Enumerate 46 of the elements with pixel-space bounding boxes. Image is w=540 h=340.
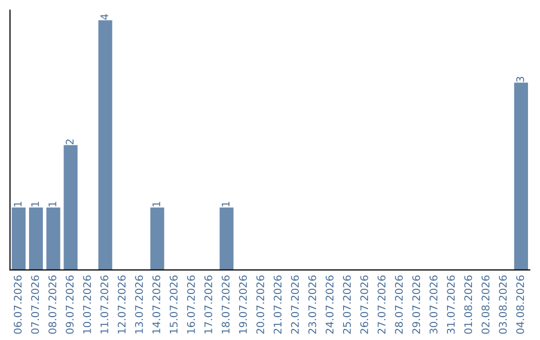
bar [514, 82, 528, 270]
x-tick-label: 17.07.2026 [204, 275, 212, 334]
x-tick-label: 03.08.2026 [498, 275, 507, 334]
bar [46, 208, 60, 270]
x-tick-label: 23.07.2026 [308, 275, 316, 334]
data-label: 1 [48, 202, 56, 206]
bar [220, 208, 234, 270]
x-tick-label: 24.07.2026 [326, 275, 334, 334]
data-label: 4 [100, 14, 108, 20]
x-tick-label: 10.07.2026 [83, 275, 91, 334]
x-tick-label: 16.07.2026 [187, 275, 195, 334]
bar [64, 145, 78, 270]
x-tick-label: 22.07.2026 [290, 275, 299, 334]
data-label: 1 [31, 202, 39, 206]
x-tick-label: 06.07.2026 [14, 275, 22, 334]
x-tick-label: 18.07.2026 [222, 275, 230, 334]
x-tick-label: 21.07.2026 [274, 275, 282, 334]
x-tick-label: 13.07.2026 [135, 275, 143, 334]
bar [98, 20, 112, 270]
bar [150, 208, 164, 270]
x-tick-label: 12.07.2026 [118, 275, 126, 334]
x-tick-label: 14.07.2026 [152, 275, 160, 334]
bar [29, 208, 43, 270]
x-tick-label: 19.07.2026 [239, 275, 247, 334]
x-tick-label: 04.08.2026 [516, 275, 524, 334]
x-tick-label: 09.07.2026 [66, 275, 74, 334]
x-tick-label: 08.07.2026 [48, 275, 56, 334]
data-label: 1 [14, 202, 22, 206]
x-tick-label: 28.07.2026 [394, 275, 403, 334]
x-tick-label: 07.07.2026 [31, 275, 39, 334]
x-tick-label: 02.08.2026 [482, 275, 490, 334]
x-tick-label: 30.07.2026 [430, 275, 438, 334]
data-label: 3 [516, 76, 524, 82]
x-tick-label: 27.07.2026 [378, 275, 386, 334]
x-tick-label: 29.07.2026 [412, 275, 420, 334]
x-tick-label: 11.07.2026 [100, 275, 108, 334]
bar [12, 208, 26, 270]
data-label: 1 [152, 202, 160, 206]
x-tick-label: 01.08.2026 [464, 275, 472, 334]
x-tick-label: 20.07.2026 [256, 275, 264, 334]
x-tick-label: 31.07.2026 [446, 275, 455, 334]
x-tick-label: 25.07.2026 [342, 275, 351, 334]
x-tick-label: 26.07.2026 [360, 275, 368, 334]
data-label: 1 [222, 202, 230, 206]
x-tick-label: 15.07.2026 [170, 275, 178, 334]
data-label: 2 [66, 139, 74, 144]
